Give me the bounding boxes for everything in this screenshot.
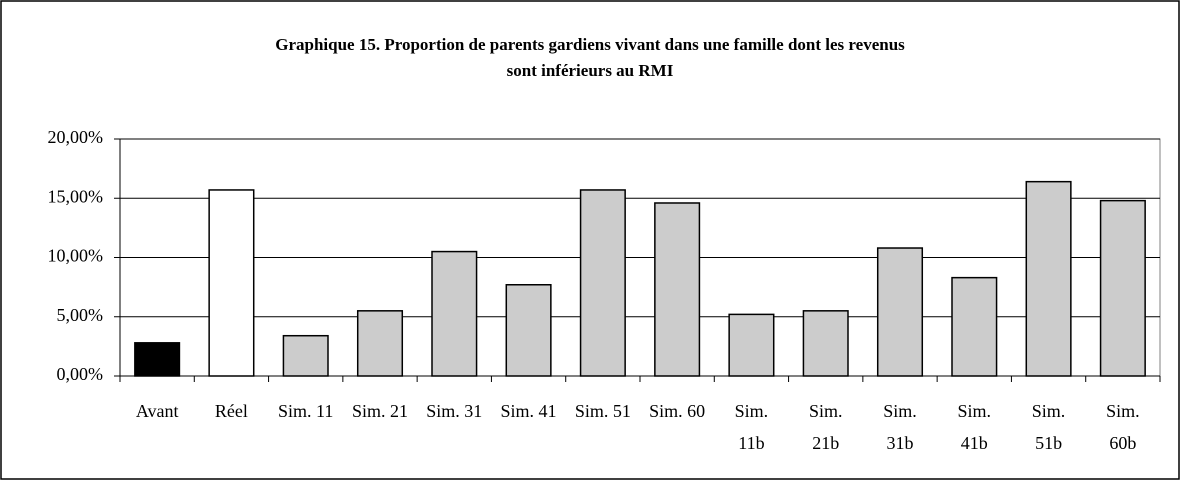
bar <box>951 276 998 377</box>
y-tick-label: 20,00% <box>48 127 104 147</box>
bar <box>282 334 329 377</box>
chart-title: Graphique 15. Proportion de parents gard… <box>275 35 905 54</box>
x-tick-label: Sim. 11 <box>278 401 334 421</box>
y-tick-label: 0,00% <box>57 364 104 384</box>
x-tick-label: Sim. 31b <box>883 401 917 453</box>
x-tick-label: Sim. 21 <box>351 401 408 421</box>
x-tick-label: Sim. 21b <box>808 401 843 453</box>
x-tick-label: Sim. 51b <box>1031 401 1066 453</box>
x-tick-label: Sim. 60 <box>649 401 706 421</box>
bar <box>579 189 626 377</box>
y-tick-label: 10,00% <box>48 246 104 266</box>
bar <box>1099 199 1146 377</box>
x-tick-label: Avant <box>135 401 179 421</box>
x-tick-label: Sim. 41 <box>500 401 557 421</box>
bar <box>208 189 255 377</box>
x-tick-label: Réel <box>214 401 248 421</box>
x-tick-label: Sim. 60b <box>1106 401 1140 453</box>
bar <box>505 284 552 377</box>
x-tick-label: Sim. 41b <box>957 401 992 453</box>
bar <box>1025 180 1072 377</box>
bar <box>356 310 404 377</box>
chart-title: sont inférieurs au RMI <box>507 61 674 80</box>
x-tick-label: Sim. 51 <box>574 401 631 421</box>
bar <box>431 250 478 377</box>
bar <box>654 202 701 377</box>
bar <box>728 313 775 377</box>
bar <box>134 342 181 377</box>
x-tick-label: Sim. 11b <box>734 401 769 453</box>
bar <box>876 247 924 377</box>
bar <box>802 310 849 377</box>
y-tick-label: 5,00% <box>57 305 104 325</box>
y-tick-label: 15,00% <box>48 186 104 206</box>
x-tick-label: Sim. 31 <box>426 401 483 421</box>
